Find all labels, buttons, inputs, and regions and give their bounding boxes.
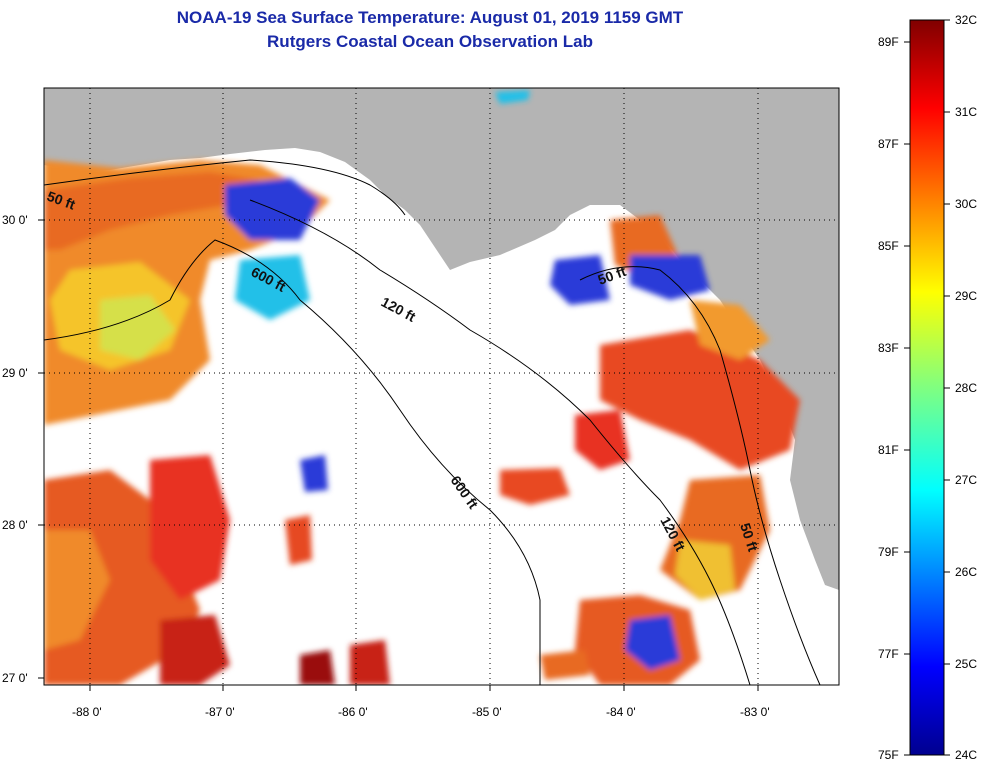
colorbar-celsius-label: 31C	[955, 105, 977, 119]
colorbar-fahrenheit-label: 85F	[878, 239, 899, 253]
map-ticks	[38, 219, 759, 691]
latitude-labels: 30 0' 29 0' 28 0' 27 0'	[2, 213, 28, 685]
temperature-colorbar: 32C 31C 30C 29C 28C 27C 26C 25C 24C 89F …	[878, 13, 977, 762]
colorbar-celsius-label: 24C	[955, 748, 977, 762]
colorbar-fahrenheit-label: 89F	[878, 35, 899, 49]
longitude-labels: -88 0' -87 0' -86 0' -85 0' -84 0' -83 0…	[72, 705, 770, 719]
lon-tick-label: -86 0'	[338, 705, 368, 719]
lon-tick-label: -85 0'	[472, 705, 502, 719]
map-subtitle: Rutgers Coastal Ocean Observation Lab	[267, 32, 593, 51]
colorbar-fahrenheit-label: 81F	[878, 443, 899, 457]
lon-tick-label: -87 0'	[205, 705, 235, 719]
lat-tick-label: 29 0'	[2, 366, 28, 380]
lat-tick-label: 28 0'	[2, 518, 28, 532]
colorbar-celsius-label: 32C	[955, 13, 977, 27]
colorbar-fahrenheit-label: 75F	[878, 748, 899, 762]
colorbar-celsius-label: 29C	[955, 289, 977, 303]
colorbar-celsius-label: 27C	[955, 473, 977, 487]
map-panel: 50 ft 600 ft 120 ft 50 ft 600 ft 120 ft …	[44, 88, 839, 685]
map-frame	[43, 87, 840, 686]
lon-tick-label: -88 0'	[72, 705, 102, 719]
map-title: NOAA-19 Sea Surface Temperature: August …	[176, 8, 684, 27]
sst-data-layer	[44, 90, 800, 685]
colorbar-celsius-label: 28C	[955, 381, 977, 395]
lat-tick-label: 30 0'	[2, 213, 28, 227]
colorbar-gradient	[909, 19, 945, 756]
colorbar-fahrenheit-label: 79F	[878, 545, 899, 559]
lon-tick-label: -84 0'	[606, 705, 636, 719]
land-mass	[44, 88, 839, 590]
lat-tick-label: 27 0'	[2, 671, 28, 685]
colorbar-fahrenheit-label: 87F	[878, 137, 899, 151]
colorbar-fahrenheit-label: 77F	[878, 647, 899, 661]
colorbar-celsius-label: 30C	[955, 197, 977, 211]
colorbar-celsius-label: 26C	[955, 565, 977, 579]
lon-tick-label: -83 0'	[740, 705, 770, 719]
colorbar-fahrenheit-label: 83F	[878, 341, 899, 355]
bathymetry-contours	[44, 159, 821, 685]
colorbar-celsius-label: 25C	[955, 657, 977, 671]
